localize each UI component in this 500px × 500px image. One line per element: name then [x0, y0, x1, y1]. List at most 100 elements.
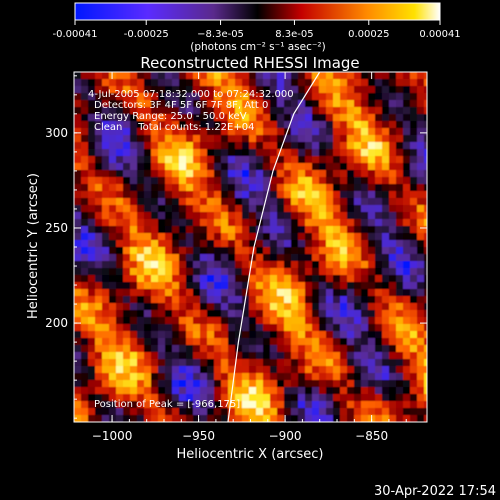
image-pixel	[368, 261, 376, 269]
image-pixel	[326, 401, 334, 409]
image-pixel	[102, 79, 110, 87]
image-pixel	[221, 226, 229, 234]
image-pixel	[158, 156, 166, 164]
image-pixel	[270, 296, 278, 304]
image-pixel	[214, 149, 222, 157]
image-pixel	[214, 324, 222, 332]
image-pixel	[403, 289, 411, 297]
image-pixel	[214, 380, 222, 388]
image-pixel	[235, 310, 243, 318]
image-pixel	[123, 163, 131, 171]
image-pixel	[186, 275, 194, 283]
image-pixel	[116, 317, 124, 325]
image-pixel	[137, 415, 145, 422]
image-pixel	[333, 128, 341, 136]
image-pixel	[137, 373, 145, 381]
image-pixel	[249, 135, 257, 143]
image-pixel	[88, 128, 96, 136]
image-pixel	[151, 93, 159, 101]
image-pixel	[382, 149, 390, 157]
image-pixel	[326, 261, 334, 269]
image-pixel	[326, 303, 334, 311]
image-pixel	[172, 177, 180, 185]
image-pixel	[375, 198, 383, 206]
image-pixel	[109, 387, 117, 395]
image-pixel	[179, 219, 187, 227]
image-pixel	[144, 177, 152, 185]
image-pixel	[291, 380, 299, 388]
image-pixel	[151, 359, 159, 367]
image-pixel	[221, 352, 229, 360]
image-pixel	[424, 331, 427, 339]
image-pixel	[396, 359, 404, 367]
image-pixel	[389, 289, 397, 297]
image-pixel	[235, 289, 243, 297]
image-pixel	[179, 86, 187, 94]
image-pixel	[95, 156, 103, 164]
image-pixel	[347, 380, 355, 388]
image-pixel	[249, 289, 257, 297]
image-pixel	[270, 401, 278, 409]
image-pixel	[326, 394, 334, 402]
image-pixel	[277, 240, 285, 248]
image-pixel	[242, 184, 250, 192]
image-pixel	[116, 366, 124, 374]
image-pixel	[396, 331, 404, 339]
image-pixel	[256, 282, 264, 290]
image-pixel	[144, 79, 152, 87]
image-pixel	[228, 331, 236, 339]
image-pixel	[417, 275, 425, 283]
image-pixel	[403, 296, 411, 304]
image-pixel	[333, 415, 341, 422]
image-pixel	[291, 387, 299, 395]
image-pixel	[172, 366, 180, 374]
image-pixel	[333, 303, 341, 311]
image-pixel	[200, 359, 208, 367]
image-pixel	[151, 149, 159, 157]
image-pixel	[284, 170, 292, 178]
image-pixel	[382, 219, 390, 227]
image-pixel	[235, 373, 243, 381]
image-pixel	[214, 296, 222, 304]
image-pixel	[144, 289, 152, 297]
image-pixel	[277, 93, 285, 101]
image-pixel	[102, 282, 110, 290]
image-pixel	[123, 226, 131, 234]
image-pixel	[361, 142, 369, 150]
image-pixel	[368, 254, 376, 262]
image-pixel	[109, 135, 117, 143]
image-pixel	[284, 177, 292, 185]
image-pixel	[417, 233, 425, 241]
image-pixel	[340, 205, 348, 213]
image-pixel	[116, 408, 124, 416]
image-pixel	[403, 170, 411, 178]
image-pixel	[130, 275, 138, 283]
image-pixel	[417, 352, 425, 360]
image-pixel	[95, 128, 103, 136]
image-pixel	[179, 289, 187, 297]
image-pixel	[81, 163, 89, 171]
image-pixel	[319, 198, 327, 206]
image-pixel	[249, 226, 257, 234]
x-tick-label: −1000	[92, 429, 133, 443]
image-pixel	[375, 121, 383, 129]
image-pixel	[277, 366, 285, 374]
image-pixel	[361, 184, 369, 192]
image-pixel	[319, 254, 327, 262]
image-pixel	[424, 198, 427, 206]
image-pixel	[179, 142, 187, 150]
image-pixel	[165, 198, 173, 206]
image-pixel	[179, 352, 187, 360]
image-pixel	[193, 170, 201, 178]
image-pixel	[361, 275, 369, 283]
image-pixel	[144, 324, 152, 332]
image-pixel	[305, 93, 313, 101]
image-pixel	[368, 366, 376, 374]
image-pixel	[95, 352, 103, 360]
image-pixel	[144, 373, 152, 381]
image-pixel	[165, 107, 173, 115]
image-pixel	[277, 142, 285, 150]
image-pixel	[256, 261, 264, 269]
image-pixel	[235, 317, 243, 325]
image-pixel	[81, 135, 89, 143]
